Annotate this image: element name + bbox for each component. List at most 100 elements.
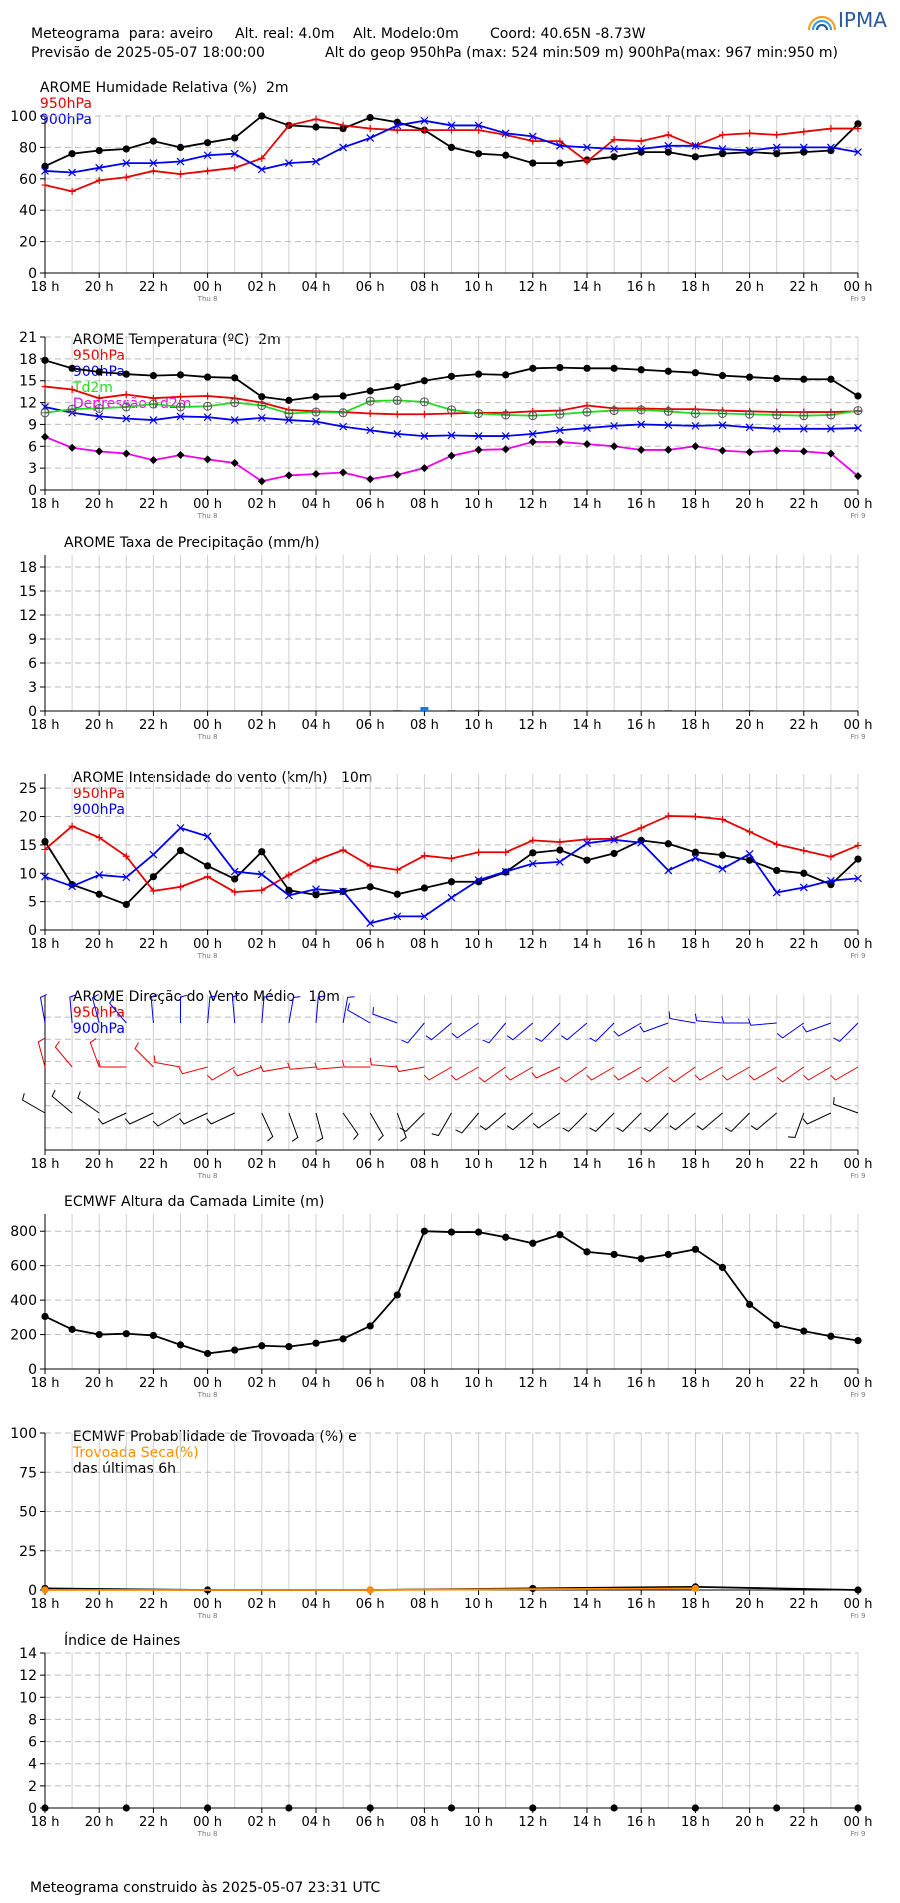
wind-series-0 <box>41 836 862 909</box>
wind-point <box>68 822 76 830</box>
precipitation-bars <box>393 707 754 711</box>
temperature-xtick-label: 22 h <box>139 497 168 512</box>
wind_direction-barb <box>506 1022 534 1041</box>
wind_direction-xtick-label: 02 h <box>247 1157 276 1172</box>
temperature-point <box>393 382 401 391</box>
humidity-point <box>366 134 375 142</box>
wind_direction-barb <box>776 1022 805 1039</box>
temperature-point <box>204 373 212 381</box>
temperature-point <box>854 424 862 432</box>
wind-point <box>637 838 646 847</box>
wind_direction-barb <box>431 1112 452 1137</box>
wind-ytick-label: 25 <box>19 781 37 797</box>
wind_direction-xtick-label: 06 h <box>356 1157 385 1172</box>
wind_direction-barb <box>91 993 100 1024</box>
temperature-point <box>746 373 754 381</box>
wind_direction-barb <box>562 1112 588 1133</box>
thunder-xtick-label: 04 h <box>302 1597 331 1612</box>
temperature-point-cross <box>854 406 862 415</box>
humidity-point <box>637 137 645 145</box>
header-forecast-time: Previsão de 2025-05-07 18:00:00 <box>31 45 265 61</box>
thunder-xtick-label: 20 h <box>85 1597 114 1612</box>
humidity-xtick-label: 20 h <box>85 280 114 295</box>
wind-point <box>203 832 212 841</box>
boundary_layer-xtick-label: 20 h <box>85 1376 114 1391</box>
wind-point <box>556 838 564 846</box>
boundary_layer-xtick-label: 06 h <box>356 1376 385 1391</box>
temperature-day-label: Fri 9 <box>850 512 865 520</box>
wind-point <box>448 855 455 863</box>
precipitation-ytick-label: 0 <box>28 704 37 720</box>
wind-xtick-label: 16 h <box>627 937 656 952</box>
wind_direction-barb <box>694 1013 723 1024</box>
humidity-xtick-label: 12 h <box>518 280 547 295</box>
temperature-point <box>393 410 401 418</box>
wind-point <box>610 835 619 844</box>
wind_direction-barb <box>423 1066 452 1081</box>
humidity-ytick-label: 80 <box>19 140 37 156</box>
temperature-point <box>41 383 49 391</box>
wind_direction-barb <box>315 995 326 1024</box>
temperature-point-cross <box>691 409 700 418</box>
temperature-point-cross <box>420 397 429 406</box>
temperature-point <box>203 455 212 464</box>
wind-point <box>122 873 131 882</box>
wind_direction-barb <box>747 1018 777 1026</box>
wind_direction-barb <box>342 1112 359 1140</box>
haines-series-0 <box>41 1804 862 1812</box>
boundary_layer-xtick-label: 22 h <box>789 1376 818 1391</box>
wind_direction-barb <box>21 1093 46 1114</box>
wind_direction-xtick-label: 20 h <box>85 1157 114 1172</box>
temperature-point <box>312 469 320 478</box>
humidity-point <box>176 143 185 151</box>
temperature-point <box>420 377 428 385</box>
thunder-title-c: das últimas 6h <box>72 1461 176 1477</box>
humidity-point <box>366 125 374 133</box>
wind_direction-barb <box>506 1112 534 1131</box>
humidity-point <box>447 121 456 130</box>
wind-point <box>393 866 401 874</box>
thunder-xtick-label: 02 h <box>247 1597 276 1612</box>
wind_direction-barb <box>395 1064 425 1073</box>
temperature-point <box>528 429 537 438</box>
haines-point <box>773 1804 781 1812</box>
boundary_layer-ytick-label: 400 <box>10 1293 37 1309</box>
haines-point <box>41 1804 49 1812</box>
humidity-point <box>501 129 510 138</box>
haines-ytick-label: 6 <box>28 1735 37 1751</box>
haines-axes: 18 h 20 h 22 h 00 h 02 h 04 h 06 h 08 h 10 h 12 h… <box>19 1646 872 1838</box>
thunder-ytick-label: 75 <box>19 1465 37 1481</box>
wind-point <box>122 852 130 860</box>
thunder-xtick-label: 00 h <box>844 1597 873 1612</box>
humidity-xtick-label: 22 h <box>139 280 168 295</box>
temperature-point <box>95 394 103 402</box>
header-geopotential: Alt do geop 950hPa (max: 524 min:509 m) … <box>325 45 838 61</box>
haines-xtick-label: 22 h <box>789 1815 818 1830</box>
humidity-title: AROME Humidade Relativa (%) 2m 950hPa 90… <box>31 64 289 128</box>
wind-ytick-label: 20 <box>19 810 37 826</box>
wind-point <box>366 919 375 928</box>
humidity-point <box>800 128 808 136</box>
boundary_layer-ytick-label: 0 <box>28 1362 37 1378</box>
wind_direction-barb <box>261 995 272 1024</box>
wind_direction-barb <box>153 1055 181 1068</box>
temperature-point <box>41 356 49 364</box>
temperature-point <box>231 374 239 382</box>
humidity-point <box>257 165 266 174</box>
wind_direction-barb <box>369 1057 398 1068</box>
precipitation-ytick-label: 3 <box>28 680 37 696</box>
wind-point <box>610 849 618 858</box>
temperature-point <box>610 364 618 372</box>
wind-point <box>149 887 157 895</box>
humidity-point <box>718 150 727 158</box>
wind_direction-barb <box>89 1038 100 1068</box>
boundary_layer-ytick-label: 800 <box>10 1224 37 1240</box>
wind_direction-barb <box>639 1022 669 1033</box>
wind-point <box>773 866 781 875</box>
humidity-xtick-label: 10 h <box>464 280 493 295</box>
wind-point <box>854 855 862 863</box>
boundary_layer-point <box>664 1250 672 1259</box>
humidity-point <box>312 157 320 166</box>
wind-day-label: Fri 9 <box>850 952 865 960</box>
wind-point <box>231 888 239 896</box>
